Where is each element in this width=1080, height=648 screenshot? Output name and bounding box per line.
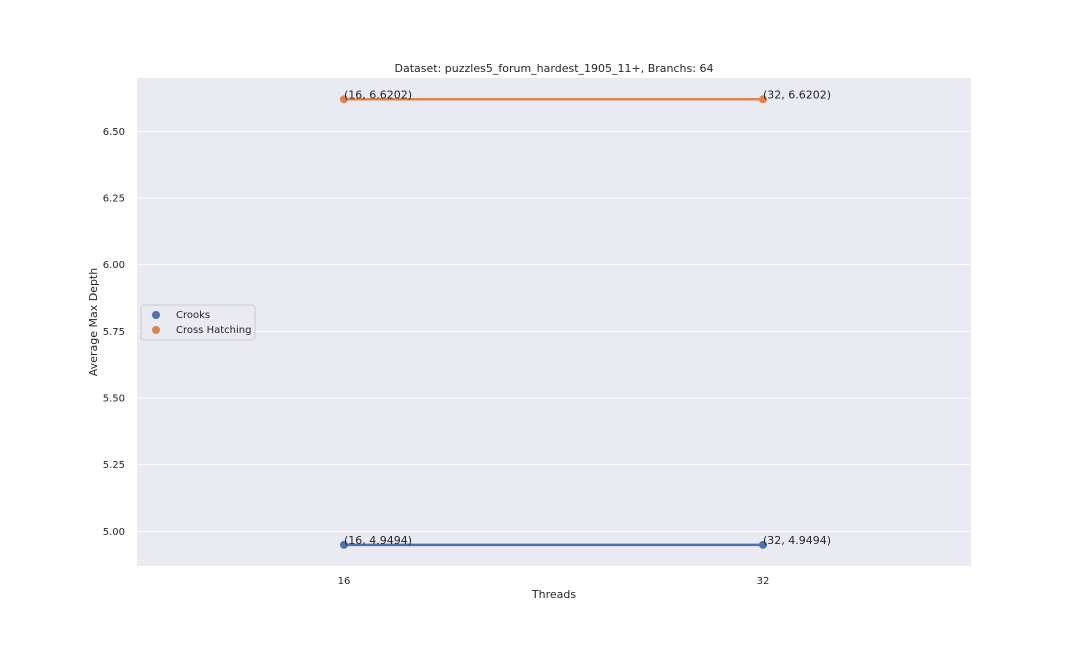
- y-axis-label: Average Max Depth: [87, 268, 100, 376]
- y-tick-label: 5.00: [103, 527, 125, 538]
- series-lines: [344, 98, 763, 547]
- legend-marker-cross-hatching: [152, 326, 160, 334]
- x-tick-labels: 16 32: [338, 576, 770, 587]
- legend-label-cross-hatching: Cross Hatching: [176, 325, 251, 336]
- chart-title: Dataset: puzzles5_forum_hardest_1905_11+…: [395, 62, 714, 75]
- data-label: (16, 4.9494): [344, 534, 412, 547]
- series-points: [340, 95, 767, 549]
- data-point: [759, 95, 767, 104]
- data-point: [340, 95, 348, 104]
- data-label: (32, 6.6202): [763, 88, 831, 101]
- legend-marker-crooks: [152, 311, 160, 319]
- plot-background: [137, 78, 971, 566]
- y-tick-label: 5.75: [103, 327, 125, 338]
- grid-lines: [137, 130, 971, 532]
- y-tick-label: 6.50: [103, 127, 125, 138]
- y-tick-labels: 5.00 5.25 5.50 5.75 6.00 6.25 6.50: [103, 127, 125, 538]
- data-point: [340, 540, 348, 549]
- legend-box: [140, 304, 256, 341]
- y-tick-label: 6.25: [103, 194, 125, 205]
- data-label: (16, 6.6202): [344, 88, 412, 101]
- y-tick-label: 5.25: [103, 460, 125, 471]
- data-point: [759, 540, 767, 549]
- legend-label-crooks: Crooks: [176, 310, 210, 321]
- x-tick-label: 16: [338, 576, 351, 587]
- series-data-labels: (16, 4.9494) (32, 4.9494) (16, 6.6202) (32,…: [344, 88, 831, 547]
- data-label: (32, 4.9494): [763, 534, 831, 547]
- x-axis-label: Threads: [531, 588, 576, 601]
- y-tick-label: 5.50: [103, 394, 125, 405]
- legend: Crooks Cross Hatching: [140, 304, 256, 341]
- x-tick-label: 32: [757, 576, 770, 587]
- y-tick-label: 6.00: [103, 260, 125, 271]
